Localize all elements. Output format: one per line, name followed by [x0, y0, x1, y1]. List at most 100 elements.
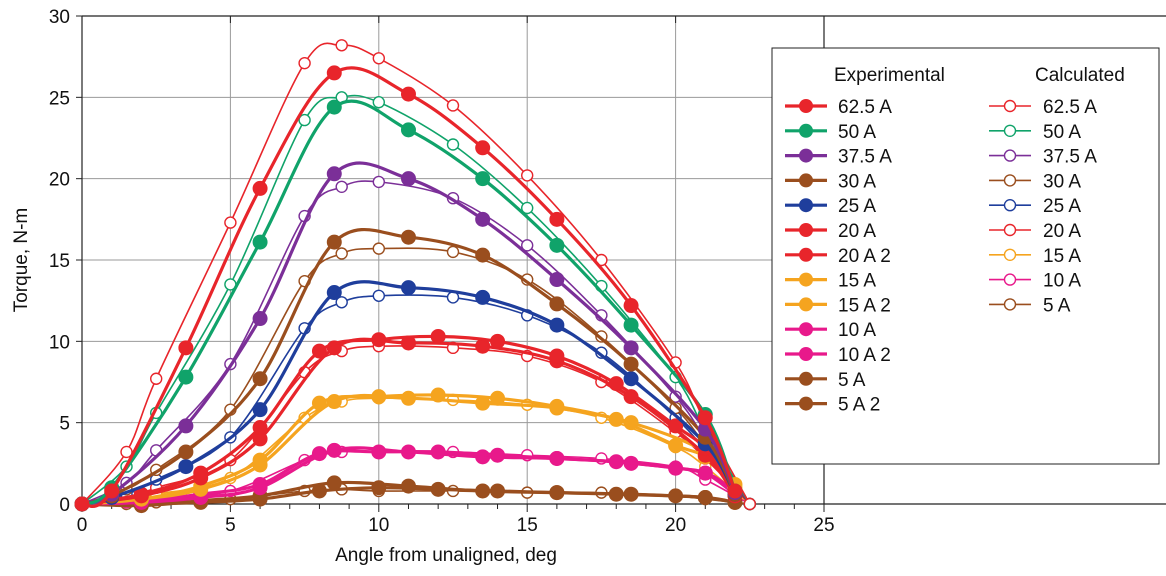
data-point — [549, 211, 565, 227]
legend-marker — [799, 123, 813, 138]
data-point — [400, 86, 416, 102]
data-point — [252, 234, 268, 250]
y-tick-label: 15 — [49, 251, 70, 272]
x-axis-title: Angle from unaligned, deg — [335, 545, 557, 566]
data-point — [623, 356, 639, 372]
calculated-series-0 — [75, 39, 756, 511]
legend-label: 50 A — [1043, 122, 1081, 143]
data-point — [178, 369, 194, 385]
legend-label: 5 A — [838, 370, 866, 391]
legend-experimental-item: 20 A 2 — [785, 246, 891, 267]
data-point — [475, 449, 491, 465]
data-point — [446, 138, 460, 151]
y-tick-label: 5 — [59, 414, 70, 435]
legend-marker — [1003, 273, 1017, 286]
data-point — [326, 475, 342, 491]
legend-calculated-item: 25 A — [989, 196, 1081, 217]
data-point — [326, 99, 342, 115]
legend-marker — [799, 347, 813, 361]
legend-marker — [799, 223, 813, 237]
legend-label: 50 A — [838, 122, 876, 143]
data-point — [743, 497, 756, 511]
legend-label: 15 A — [838, 271, 876, 292]
legend-marker — [799, 247, 813, 262]
experimental-series-10 — [74, 442, 743, 512]
legend-marker — [799, 396, 813, 411]
data-point — [326, 65, 342, 81]
data-point — [521, 239, 534, 252]
data-point — [252, 311, 268, 327]
legend-experimental-item: 15 A — [785, 271, 876, 292]
y-tick-label: 20 — [49, 170, 70, 191]
data-point — [311, 343, 327, 359]
legend-calculated-item: 10 A — [989, 271, 1081, 292]
legend-label: 62.5 A — [1043, 97, 1097, 118]
data-point — [430, 444, 446, 460]
legend-label: 5 A — [1043, 295, 1071, 316]
x-tick-label: 10 — [368, 515, 389, 536]
experimental-series-9 — [74, 444, 743, 512]
legend-marker — [1003, 99, 1017, 113]
data-point — [178, 444, 194, 460]
data-point — [372, 175, 385, 189]
data-point — [549, 237, 565, 253]
data-point — [549, 485, 565, 501]
data-point — [400, 229, 416, 245]
legend-label: 20 A 2 — [838, 246, 891, 267]
legend-marker — [799, 148, 813, 163]
data-point — [371, 332, 387, 348]
legend-label: 15 A 2 — [838, 295, 891, 316]
data-point — [372, 242, 385, 255]
data-point — [371, 389, 387, 405]
data-point — [608, 411, 624, 427]
data-point — [400, 390, 416, 406]
data-point — [475, 140, 491, 156]
ticks: 0 5 10 15 20 25 30 0 5 10 15 20 25 — [49, 7, 835, 536]
legend-experimental-item: 50 A — [785, 122, 876, 143]
legend-label: 25 A — [1043, 196, 1081, 217]
data-point — [252, 402, 268, 418]
legend-marker — [1003, 198, 1017, 212]
legend-label: 20 A — [1043, 221, 1081, 242]
legend-marker — [1003, 223, 1017, 237]
data-point — [623, 298, 639, 314]
legend-marker — [1003, 248, 1017, 262]
data-point — [326, 166, 342, 182]
x-tick-label: 5 — [225, 515, 236, 536]
data-point — [400, 478, 416, 494]
legend-label: 10 A — [1043, 271, 1081, 292]
legend-experimental-item: 20 A — [785, 221, 876, 242]
data-point — [252, 476, 268, 492]
data-point — [668, 460, 684, 476]
data-point — [252, 371, 268, 387]
legend-label: 10 A 2 — [838, 345, 891, 366]
data-point — [490, 333, 506, 349]
data-point — [74, 496, 90, 512]
x-tick-label: 0 — [77, 515, 88, 536]
data-point — [446, 99, 460, 112]
series-line — [81, 94, 751, 505]
data-point — [335, 180, 348, 194]
data-point — [623, 340, 639, 356]
legend-experimental-item: 37.5 A — [785, 147, 892, 168]
data-point — [475, 171, 491, 187]
legend-marker — [1003, 149, 1017, 162]
x-tick-label: 15 — [517, 515, 538, 536]
data-point — [326, 285, 342, 301]
data-point — [446, 245, 460, 259]
data-point — [668, 418, 684, 434]
data-point — [549, 398, 565, 414]
data-point — [668, 488, 684, 504]
legend-calculated-item: 30 A — [989, 171, 1081, 192]
data-point — [549, 296, 565, 312]
data-point — [224, 216, 237, 229]
data-point — [549, 272, 565, 288]
data-point — [178, 418, 194, 434]
data-point — [430, 387, 446, 403]
legend-calculated-item: 20 A — [989, 221, 1081, 242]
legend-calculated-item: 50 A — [989, 122, 1081, 143]
legend-experimental-item: 10 A 2 — [785, 345, 891, 366]
data-point — [298, 113, 311, 127]
legend-experimental-item: 30 A — [785, 171, 876, 192]
